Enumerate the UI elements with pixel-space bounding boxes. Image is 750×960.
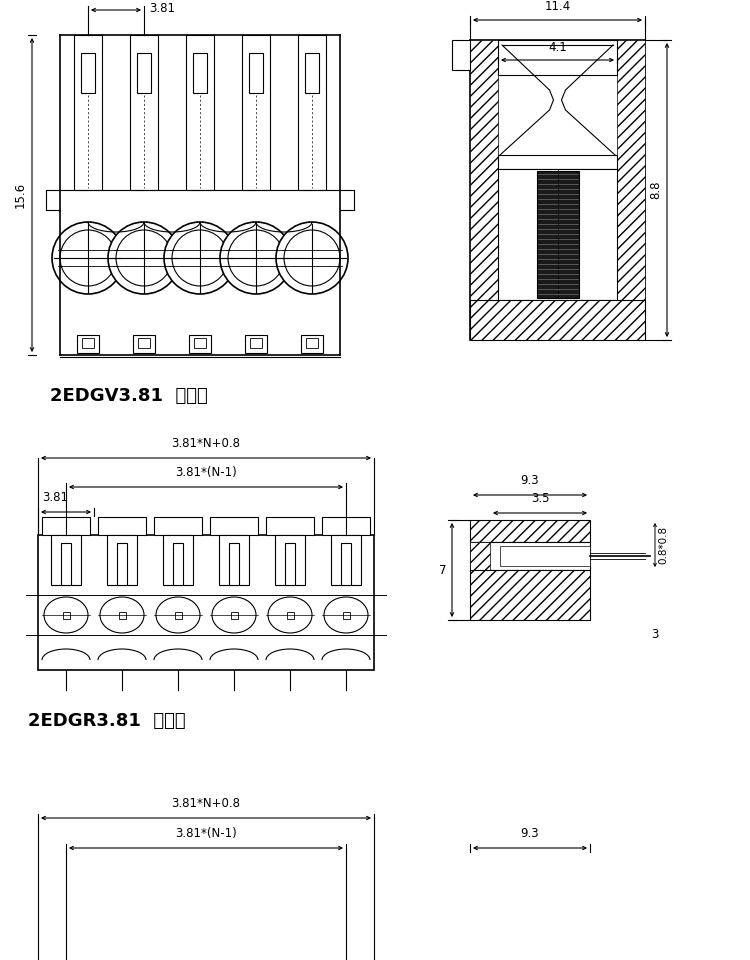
Bar — [305, 53, 319, 93]
Bar — [62, 612, 70, 618]
Text: 2EDGR3.81  弯针座: 2EDGR3.81 弯针座 — [28, 712, 186, 730]
Bar — [210, 517, 258, 535]
Bar — [163, 535, 193, 585]
Circle shape — [108, 222, 180, 294]
Circle shape — [116, 230, 172, 286]
Text: 7: 7 — [440, 564, 447, 577]
Bar — [249, 53, 263, 93]
Text: 0.8*0.8: 0.8*0.8 — [658, 526, 668, 564]
Bar — [250, 338, 262, 348]
Circle shape — [172, 230, 228, 286]
Bar — [275, 535, 305, 585]
Bar — [298, 35, 326, 190]
Bar — [173, 543, 183, 585]
Bar — [266, 517, 314, 535]
Text: 3.81: 3.81 — [42, 491, 68, 504]
Bar — [189, 335, 211, 353]
Bar — [343, 612, 350, 618]
Text: 3.81: 3.81 — [149, 2, 175, 14]
Text: 3.81*N+0.8: 3.81*N+0.8 — [172, 797, 241, 810]
Bar — [107, 535, 137, 585]
Circle shape — [220, 222, 292, 294]
Ellipse shape — [156, 597, 200, 633]
Bar — [470, 542, 490, 570]
Bar — [38, 535, 374, 670]
Bar — [175, 612, 181, 618]
Bar — [452, 40, 470, 70]
Bar — [194, 338, 206, 348]
Bar — [229, 543, 239, 585]
Text: 11.4: 11.4 — [544, 0, 571, 13]
Bar — [301, 335, 323, 353]
Bar — [498, 40, 617, 75]
Bar — [498, 155, 617, 169]
Text: 3.5: 3.5 — [531, 492, 549, 505]
Ellipse shape — [100, 597, 144, 633]
Bar — [118, 612, 125, 618]
Bar — [230, 612, 238, 618]
Bar — [193, 53, 207, 93]
Ellipse shape — [324, 597, 368, 633]
Bar — [51, 535, 81, 585]
Bar — [617, 40, 645, 340]
Bar — [130, 35, 158, 190]
Bar — [138, 338, 150, 348]
Bar — [536, 171, 578, 298]
Bar — [322, 517, 370, 535]
Circle shape — [284, 230, 340, 286]
Bar — [81, 53, 95, 93]
Bar — [219, 535, 249, 585]
Text: 4.1: 4.1 — [548, 41, 567, 54]
Bar — [470, 520, 590, 542]
Text: 2EDGV3.81  直针座: 2EDGV3.81 直针座 — [50, 387, 208, 405]
Bar — [331, 535, 361, 585]
Bar — [286, 612, 293, 618]
Bar — [306, 338, 318, 348]
Text: 15.6: 15.6 — [14, 182, 27, 208]
Circle shape — [228, 230, 284, 286]
Bar — [470, 542, 590, 570]
Circle shape — [276, 222, 348, 294]
Circle shape — [164, 222, 236, 294]
Bar — [470, 40, 498, 340]
Ellipse shape — [268, 597, 312, 633]
Bar — [137, 53, 151, 93]
Text: 3.81*N+0.8: 3.81*N+0.8 — [172, 437, 241, 450]
Ellipse shape — [44, 597, 88, 633]
Bar — [470, 300, 645, 340]
Bar — [117, 543, 127, 585]
Bar — [470, 520, 590, 542]
Text: 8.8: 8.8 — [649, 180, 662, 200]
Bar — [82, 338, 94, 348]
Text: 9.3: 9.3 — [520, 474, 539, 487]
Bar — [341, 543, 351, 585]
Bar — [77, 335, 99, 353]
Bar — [500, 546, 590, 566]
Bar — [470, 300, 645, 340]
Bar — [186, 35, 214, 190]
Bar — [74, 35, 102, 190]
Bar — [42, 517, 90, 535]
Text: 3.81*(N-1): 3.81*(N-1) — [175, 466, 237, 479]
Bar — [470, 570, 590, 620]
Bar — [98, 517, 146, 535]
Circle shape — [60, 230, 116, 286]
Text: 3: 3 — [651, 628, 658, 641]
Bar — [285, 543, 295, 585]
Bar — [61, 543, 71, 585]
Circle shape — [52, 222, 124, 294]
Bar — [470, 570, 590, 620]
Bar — [470, 40, 645, 340]
Bar — [498, 169, 617, 300]
Text: 3.81*(N-1): 3.81*(N-1) — [175, 827, 237, 840]
Bar — [133, 335, 155, 353]
Ellipse shape — [212, 597, 256, 633]
Bar — [154, 517, 202, 535]
Bar — [245, 335, 267, 353]
Text: 9.3: 9.3 — [520, 827, 539, 840]
Bar — [242, 35, 270, 190]
